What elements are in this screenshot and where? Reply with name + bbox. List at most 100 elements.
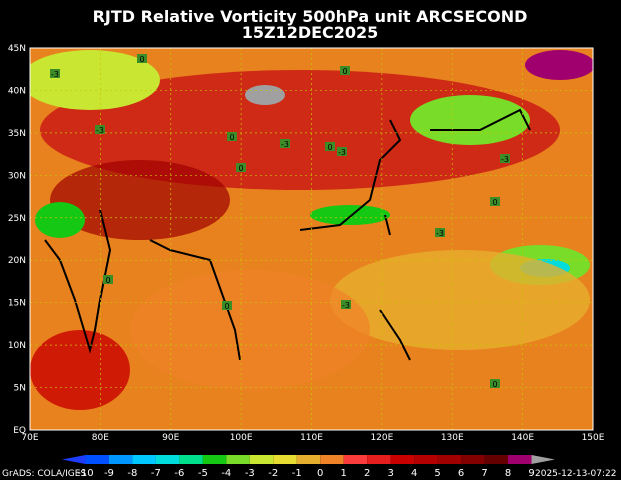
colorbar-label: 6 xyxy=(458,468,464,479)
colorbar-label: -2 xyxy=(268,468,278,479)
colorbar-label: -6 xyxy=(174,468,184,479)
contour-label-box xyxy=(50,69,60,78)
lat-label: 40N xyxy=(8,86,26,96)
colorbar-box xyxy=(296,455,321,464)
lon-label: 140E xyxy=(511,433,534,443)
contour-label-box xyxy=(236,163,246,172)
colorbar-label: 3 xyxy=(387,468,393,479)
lon-label: 150E xyxy=(582,433,605,443)
contour-label: -3 xyxy=(342,301,350,310)
contour-label-box xyxy=(95,125,105,134)
contour-label-box xyxy=(222,301,232,310)
colorbar-label: -8 xyxy=(127,468,137,479)
contour-label-box xyxy=(103,275,113,284)
contour-label: 0 xyxy=(229,133,234,142)
colorbar-label: 1 xyxy=(341,468,347,479)
colorbar-box xyxy=(343,455,368,464)
contour-label: -3 xyxy=(501,155,509,164)
lat-label: EQ xyxy=(13,426,26,436)
colorbar-box xyxy=(367,455,391,464)
colorbar-label: 9 xyxy=(528,468,534,479)
colorbar-label: 0 xyxy=(317,468,323,479)
contour-label: 0 xyxy=(139,55,144,64)
colorbar-label: -4 xyxy=(221,468,231,479)
colorbar-label: -1 xyxy=(292,468,302,479)
colorbar-box xyxy=(484,455,509,464)
footer-right: 2025-12-13-07:22 xyxy=(535,469,617,479)
contour-label-box xyxy=(325,142,335,151)
colorbar-box xyxy=(108,455,133,464)
contour-label: -3 xyxy=(51,70,59,79)
contour-labels: 0 -3 0 -3 0 -3 0 -3 0 -3 0 -3 0 0 0 -3 xyxy=(50,54,510,389)
lon-label: 70E xyxy=(21,433,38,443)
colorbar-label: 4 xyxy=(411,468,417,479)
contour-label-box xyxy=(490,379,500,388)
colorbar-label: 8 xyxy=(505,468,511,479)
lat-label: 45N xyxy=(8,44,26,54)
contour-label: -3 xyxy=(96,126,104,135)
colorbar: -10 -9 -8 -7 -6 -5 -4 -3 -2 -1 0 1 2 3 4 5 6 7 8 9 xyxy=(62,455,555,479)
lon-label: 100E xyxy=(230,433,253,443)
colorbar-label: -5 xyxy=(198,468,208,479)
colorbar-box xyxy=(85,455,109,464)
contour-label: 0 xyxy=(492,380,497,389)
lat-label: 35N xyxy=(8,129,26,139)
contour-label-box xyxy=(280,139,290,148)
field-blob xyxy=(130,270,370,390)
colorbar-label: -7 xyxy=(151,468,161,479)
colorbar-label: -3 xyxy=(245,468,255,479)
colorbar-box xyxy=(320,455,344,464)
contour-label-box xyxy=(500,154,510,163)
contour-label-box xyxy=(337,147,347,156)
contour-label: 0 xyxy=(327,143,332,152)
colorbar-box xyxy=(179,455,203,464)
field-blob xyxy=(40,70,560,190)
contour-label: 0 xyxy=(492,198,497,207)
contour-label-box xyxy=(341,300,351,309)
contour-label-box xyxy=(435,228,445,237)
colorbar-label: -10 xyxy=(77,468,93,479)
grid: 70E 80E 90E 100E 110E 120E 130E 140E 150E 45N 40N 3… xyxy=(8,44,605,443)
field xyxy=(30,48,593,430)
field-blob xyxy=(35,202,85,238)
colorbar-box xyxy=(437,455,462,464)
contour-label: -3 xyxy=(436,229,444,238)
colorbar-box xyxy=(226,455,250,464)
contour-label: 0 xyxy=(105,276,110,285)
lon-label: 90E xyxy=(162,433,179,443)
colorbar-label: 2 xyxy=(364,468,370,479)
lat-label: 15N xyxy=(8,299,26,309)
lon-label: 130E xyxy=(441,433,464,443)
lon-label: 120E xyxy=(370,433,393,443)
colorbar-box xyxy=(390,455,415,464)
colorbar-label: -9 xyxy=(104,468,114,479)
field-blob xyxy=(330,250,590,350)
lon-label: 110E xyxy=(300,433,323,443)
colorbar-end xyxy=(531,455,555,464)
lat-label: 20N xyxy=(8,256,26,266)
contour-label: -3 xyxy=(338,148,346,157)
colorbar-box xyxy=(249,455,274,464)
colorbar-box xyxy=(155,455,180,464)
plot-border xyxy=(29,47,594,431)
field-blob xyxy=(50,160,230,240)
colorbar-box xyxy=(508,455,532,464)
field-blob xyxy=(30,50,160,110)
title-line-1: RJTD Relative Vorticity 500hPa unit ARCS… xyxy=(93,7,528,26)
field-blob xyxy=(525,50,593,80)
colorbar-box xyxy=(414,455,438,464)
contour-label-box xyxy=(490,197,500,206)
lat-label: 30N xyxy=(8,171,26,181)
colorbar-box xyxy=(461,455,485,464)
contour-label: 0 xyxy=(238,164,243,173)
contour-label: 0 xyxy=(342,67,347,76)
field-blob xyxy=(310,205,390,225)
lat-label: 5N xyxy=(14,384,26,394)
title-line-2: 15Z12DEC2025 xyxy=(242,23,379,42)
colorbar-box xyxy=(132,455,156,464)
footer-left: GrADS: COLA/IGES xyxy=(2,469,86,479)
contour-label: 0 xyxy=(224,302,229,311)
lat-label: 10N xyxy=(8,341,26,351)
contour-label: -3 xyxy=(281,140,289,149)
